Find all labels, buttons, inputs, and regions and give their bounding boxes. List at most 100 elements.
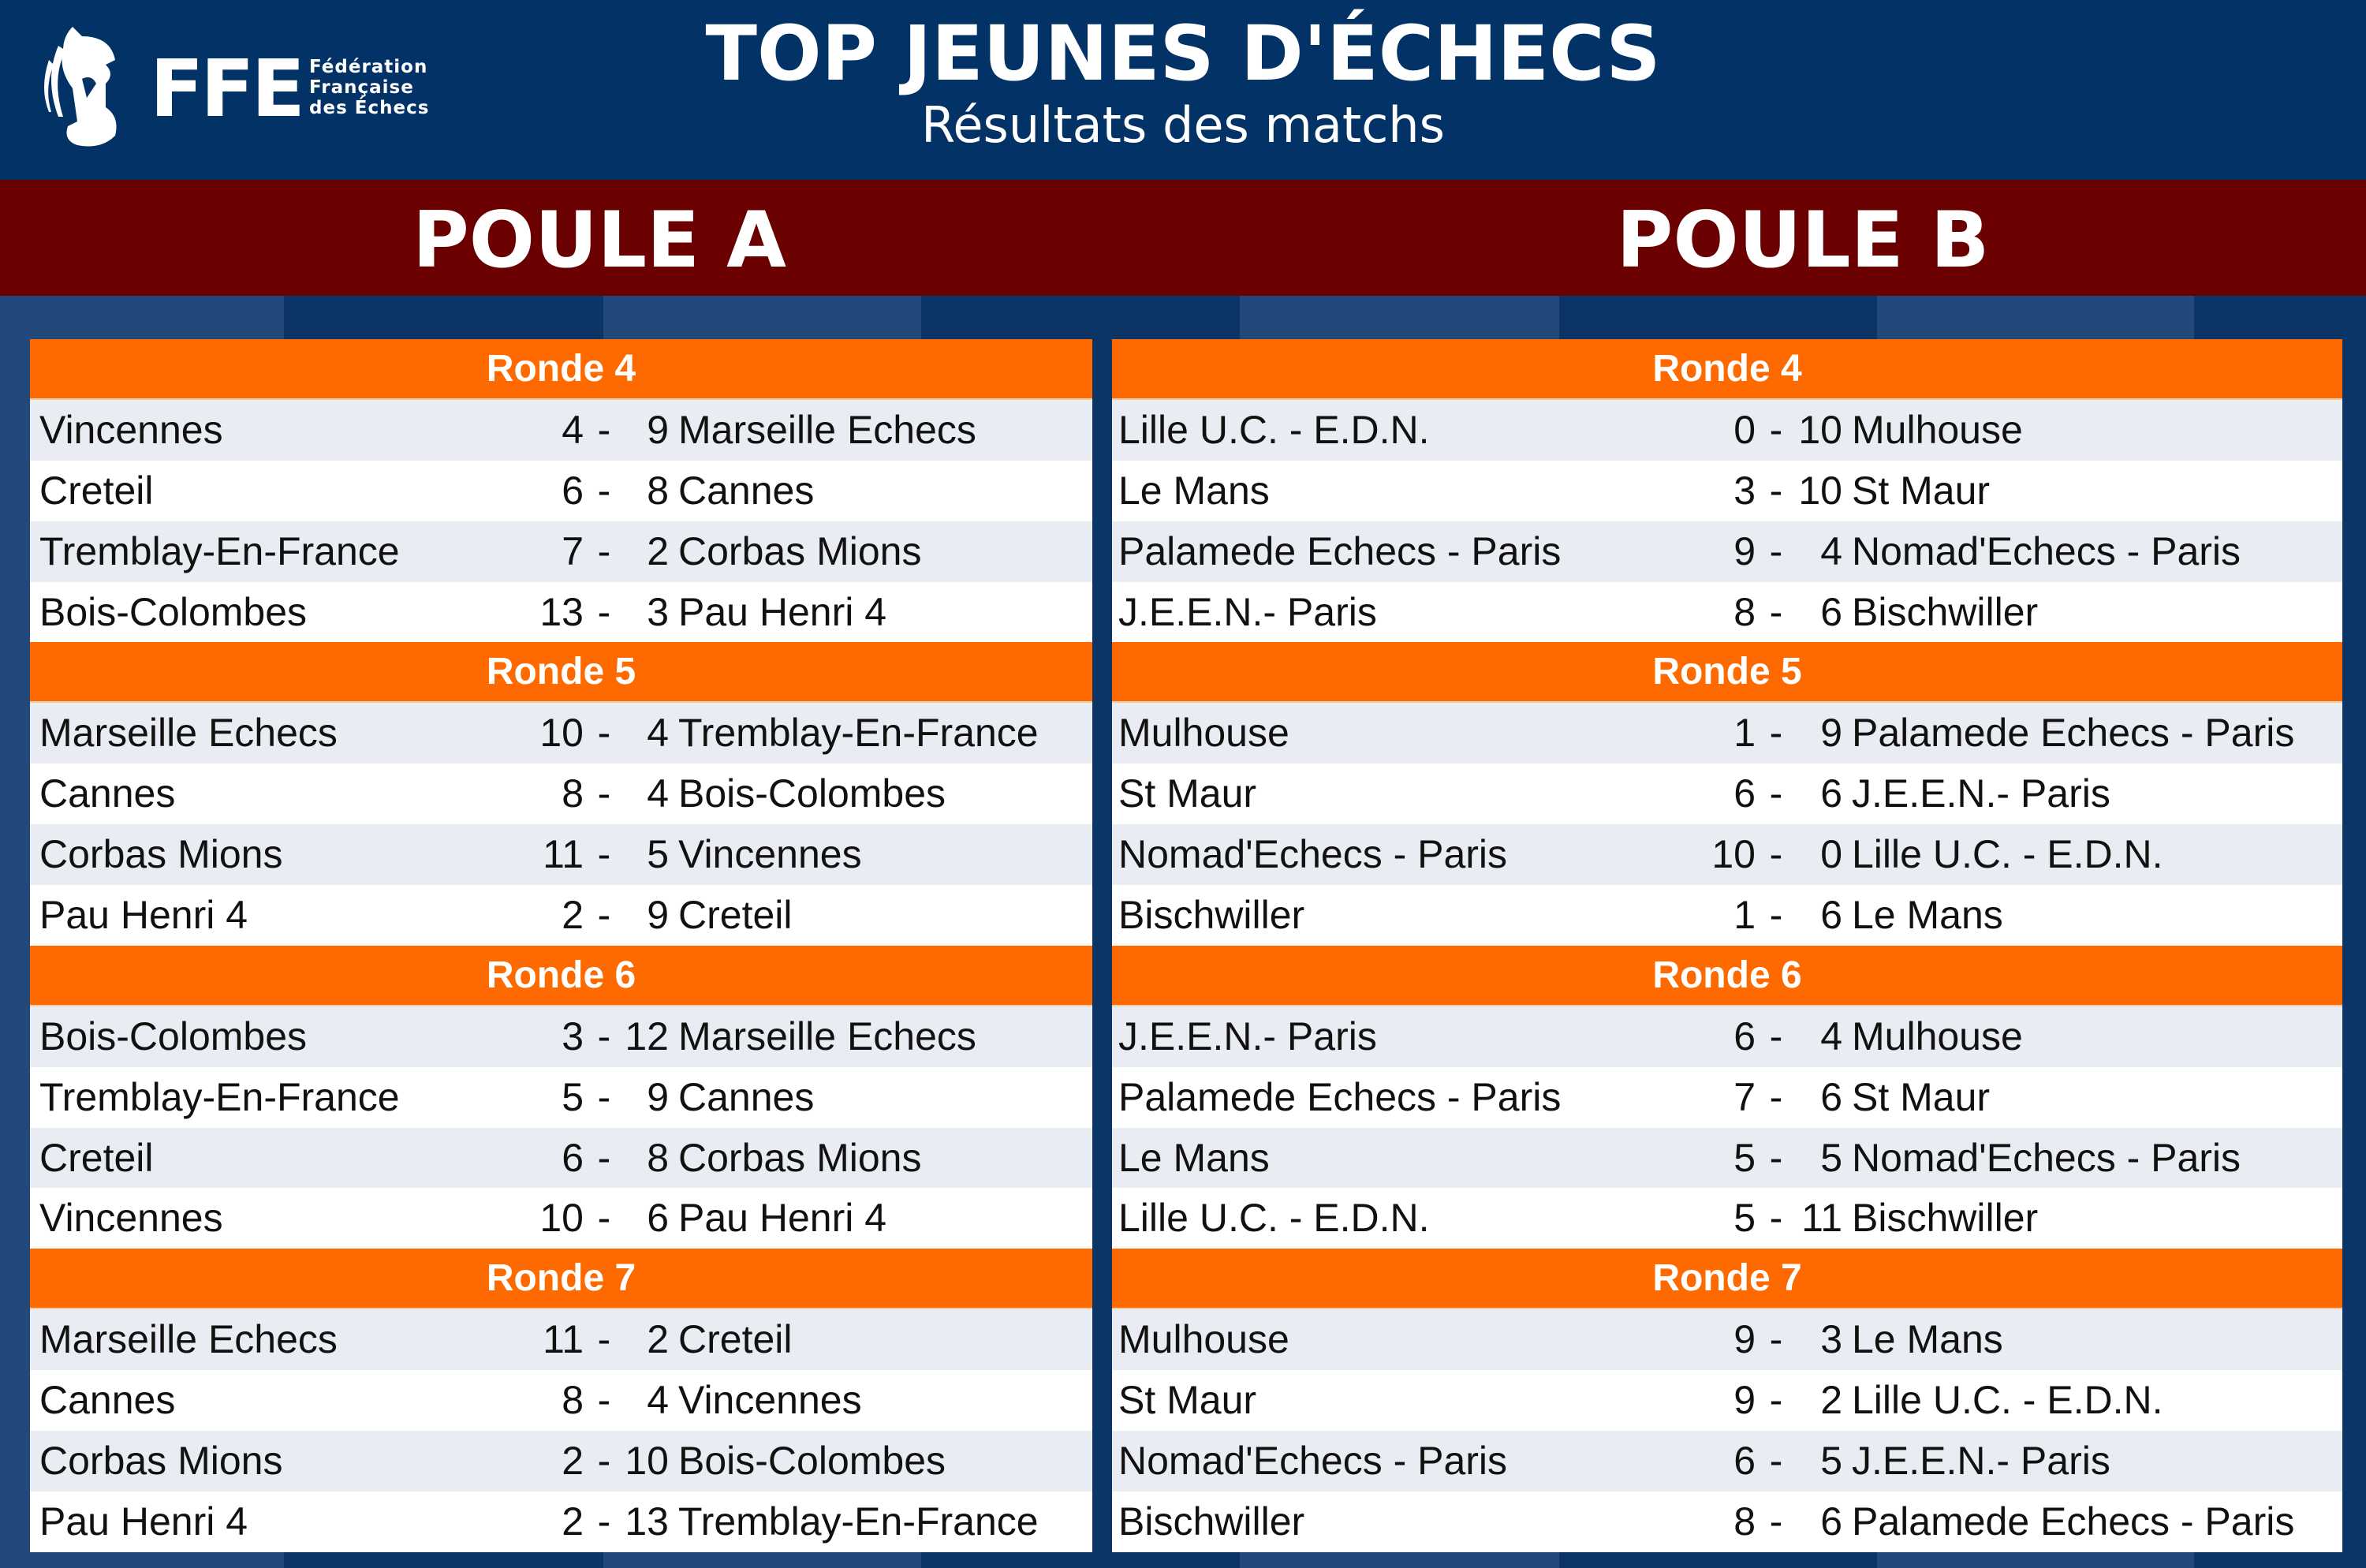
match-row: Nomad'Echecs - Paris 6 -5 J.E.E.N.- Paris (1112, 1431, 2342, 1491)
home-team: Bois-Colombes (39, 589, 308, 634)
away-team: Creteil (678, 893, 793, 938)
home-score: 7 (562, 528, 584, 573)
score-separator: - (1769, 711, 1783, 756)
home-score: 7 (1733, 1074, 1756, 1119)
away-team: St Maur (1852, 468, 1991, 513)
match-row: Marseille Echecs 11 -2 Creteil (30, 1309, 1092, 1371)
home-score: 1 (1733, 893, 1756, 938)
spacer (30, 1370, 39, 1431)
match-row: Creteil 6 -8 Corbas Mions (30, 1127, 1092, 1189)
match-row: Pau Henri 4 2 -13 Tremblay-En-France (30, 1491, 1092, 1552)
home-team: Palamede Echecs - Paris (1118, 528, 1562, 573)
spacer (1112, 582, 1118, 643)
away-team: Bischwiller (1852, 589, 2039, 634)
away-team: Marseille Echecs (678, 1014, 976, 1058)
score-separator: - (1769, 832, 1783, 877)
round-header: Ronde 5 (1112, 642, 2342, 704)
match-row: Creteil 6 -8 Cannes (30, 460, 1092, 521)
home-score: 6 (1733, 1014, 1756, 1058)
home-score: 13 (539, 589, 584, 634)
chess-rook-rooster-icon (44, 27, 117, 147)
match-row: Palamede Echecs - Paris 9 -4 Nomad'Echecs … (1112, 521, 2342, 582)
score-separator: - (1769, 1317, 1783, 1362)
away-team: Tremblay-En-France (678, 711, 1039, 756)
home-score: 8 (1733, 589, 1756, 634)
match-row: Marseille Echecs 10 -4 Tremblay-En-France (30, 703, 1092, 764)
spacer (1112, 1370, 1118, 1431)
home-team: Cannes (39, 771, 176, 816)
home-score: 10 (539, 1196, 584, 1241)
match-row: Palamede Echecs - Paris 7 -6 St Maur (1112, 1066, 2342, 1128)
page-title-text: TOP JEUNES D'ÉCHECS (705, 9, 1661, 98)
match-row: Pau Henri 4 2 -9 Creteil (30, 885, 1092, 946)
away-score: 6 (1820, 1499, 1842, 1544)
spacer (1112, 824, 1118, 885)
away-team: Nomad'Echecs - Paris (1852, 1135, 2241, 1180)
spacer (1112, 1067, 1118, 1128)
match-row: Lille U.C. - E.D.N. 0 -10 Mulhouse (1112, 399, 2342, 461)
score-separator: - (1769, 407, 1783, 452)
away-team: Marseille Echecs (678, 407, 976, 452)
away-score: 4 (1820, 1014, 1842, 1058)
away-score: 9 (1820, 711, 1842, 756)
spacer (30, 1188, 39, 1249)
home-team: Creteil (39, 1135, 154, 1180)
header: FFE Fédération Française des Échecs TOP … (0, 0, 2366, 180)
spacer (30, 400, 39, 461)
spacer (30, 703, 39, 763)
away-score: 3 (647, 589, 669, 634)
away-score: 4 (647, 1378, 669, 1423)
away-team: Bois-Colombes (678, 1439, 946, 1484)
away-score: 3 (1820, 1317, 1842, 1362)
away-score: 6 (1820, 771, 1842, 816)
page-subtitle: Résultats des matchs (921, 96, 1445, 154)
spacer (1112, 885, 1118, 946)
away-team: Bischwiller (1852, 1196, 2039, 1241)
score-separator: - (597, 771, 611, 816)
away-team: St Maur (1852, 1074, 1991, 1119)
score-separator: - (597, 1196, 611, 1241)
score-separator: - (597, 1014, 611, 1058)
spacer (1112, 1128, 1118, 1189)
spacer (1112, 521, 1118, 582)
round-header: Ronde 7 (30, 1249, 1092, 1310)
score-separator: - (597, 1378, 611, 1423)
away-score: 9 (647, 407, 669, 452)
home-team: Le Mans (1118, 1135, 1270, 1180)
away-score: 6 (1820, 893, 1842, 938)
home-team: Lille U.C. - E.D.N. (1118, 407, 1430, 452)
away-score: 5 (1820, 1135, 1842, 1180)
score-separator: - (1769, 468, 1783, 513)
pool-a-results-table: Ronde 4 Vincennes 4 -9 Marseille Echecs Cret… (30, 339, 1092, 1552)
home-score: 8 (562, 1378, 584, 1423)
home-team: Corbas Mions (39, 1439, 283, 1484)
score-separator: - (597, 1317, 611, 1362)
match-row: Nomad'Echecs - Paris 10 -0 Lille U.C. - E.… (1112, 824, 2342, 886)
spacer (30, 1309, 39, 1370)
home-team: Vincennes (39, 1196, 223, 1241)
away-score: 4 (647, 771, 669, 816)
spacer (30, 461, 39, 521)
away-team: Le Mans (1852, 1317, 2003, 1362)
away-score: 6 (1820, 1074, 1842, 1119)
home-team: Lille U.C. - E.D.N. (1118, 1196, 1430, 1241)
logo-text: FFE (150, 43, 305, 135)
home-score: 6 (562, 1135, 584, 1180)
pool-band (0, 180, 2366, 296)
round-header: Ronde 5 (30, 642, 1092, 704)
home-score: 5 (1733, 1196, 1756, 1241)
away-team: Mulhouse (1852, 407, 2023, 452)
home-score: 6 (1733, 771, 1756, 816)
logo-sub-line: Française (309, 77, 414, 98)
away-team: Pau Henri 4 (678, 589, 887, 634)
home-team: Le Mans (1118, 468, 1270, 513)
away-team: Corbas Mions (678, 1135, 922, 1180)
home-score: 3 (562, 1014, 584, 1058)
spacer (1112, 1309, 1118, 1370)
away-score: 10 (625, 1439, 669, 1484)
away-team: Corbas Mions (678, 528, 922, 573)
score-separator: - (1769, 1135, 1783, 1180)
spacer (30, 824, 39, 885)
spacer (30, 1067, 39, 1128)
home-team: Corbas Mions (39, 832, 283, 877)
